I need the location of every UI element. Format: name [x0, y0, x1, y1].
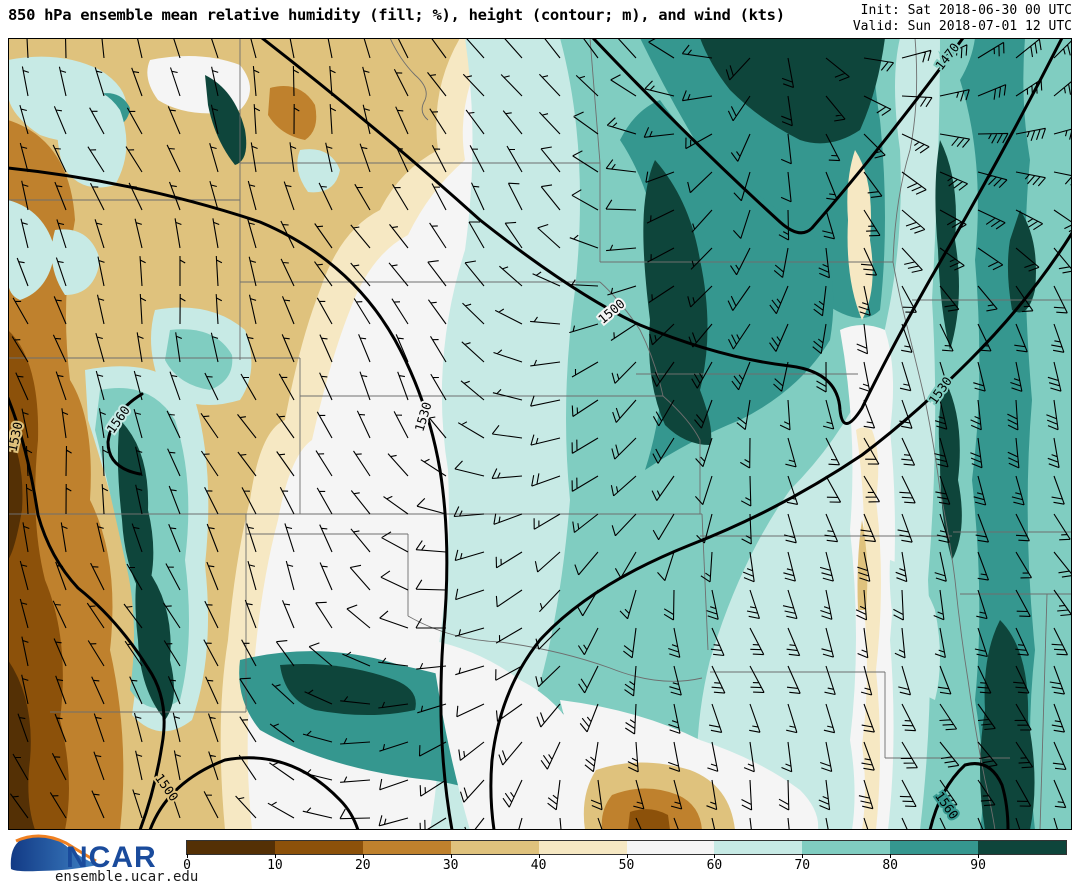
map-border	[8, 38, 1072, 830]
contour-1500	[260, 36, 1064, 425]
contour-1500-dome	[148, 756, 360, 832]
colorbar-tick-mark	[890, 854, 892, 858]
logo-swoosh-orange	[15, 834, 97, 863]
colorbar	[186, 840, 1067, 855]
colorbar-tick-mark	[714, 854, 716, 858]
colorbar-segment	[714, 841, 803, 854]
contour-1530-west-edge	[6, 396, 166, 832]
colorbar-segment	[626, 841, 715, 854]
ncar-logo: NCAR	[8, 833, 178, 874]
colorbar-tick-label: 90	[970, 858, 986, 873]
colorbar-tick-label: 50	[618, 858, 635, 873]
colorbar-tick-mark	[274, 854, 276, 858]
colorbar-segment	[890, 841, 979, 854]
logo-swoosh-blue	[10, 835, 98, 872]
run-times: Init: Sat 2018-06-30 00 UTC Valid: Sun 2…	[853, 3, 1072, 35]
colorbar-tick-label: 30	[442, 858, 459, 873]
colorbar-tick-label: 10	[267, 858, 283, 873]
colorbar-segment	[274, 841, 363, 854]
contour-1560-southeast	[928, 762, 1010, 832]
ncar-logo-svg: NCAR	[10, 834, 157, 874]
colorbar-segment	[538, 841, 627, 854]
contour-1530-right	[489, 231, 1074, 832]
colorbar-tick-label: 0	[183, 858, 191, 873]
colorbar-segment	[187, 841, 275, 854]
colorbar-segment	[450, 841, 539, 854]
colorbar-tick-label: 40	[530, 858, 547, 873]
colorbar-tick-label: 60	[706, 858, 723, 873]
colorbar-segment	[978, 841, 1067, 854]
humidity-fill-layer	[8, 38, 1072, 830]
wind-barb-layer	[9, 27, 1080, 849]
state-borders	[8, 37, 1072, 831]
contour-1530-left	[6, 166, 454, 832]
colorbar-tick-label: 80	[882, 858, 899, 873]
height-contours	[6, 36, 1074, 832]
website-url: ensemble.ucar.edu	[55, 869, 199, 885]
colorbar-tick-mark	[450, 854, 452, 858]
valid-time: Valid: Sun 2018-07-01 12 UTC	[852, 19, 1072, 34]
colorbar-segment	[362, 841, 451, 854]
colorbar-tick-mark	[538, 854, 540, 858]
contour-1470	[591, 36, 965, 235]
wind-barbs	[9, 27, 1080, 849]
colorbar-tick-label: 20	[354, 858, 371, 873]
colorbar-tick-mark	[626, 854, 628, 858]
colorbar-tick-mark	[187, 854, 188, 858]
init-time: Init: Sat 2018-06-30 00 UTC	[860, 3, 1072, 18]
forecast-map: 1470 1500 1530 1530 1530 1560 1500 1560	[3, 27, 1080, 849]
colorbar-segment	[802, 841, 891, 854]
colorbar-tick-mark	[978, 854, 980, 858]
contour-1560-west-pocket	[106, 392, 144, 476]
colorbar-tick-mark	[362, 854, 364, 858]
colorbar-tick-mark	[802, 854, 804, 858]
colorbar-tick-label: 70	[794, 858, 811, 873]
logo-ncar-text: NCAR	[66, 841, 157, 873]
page-title: 850 hPa ensemble mean relative humidity …	[8, 6, 785, 24]
colorbar-ticks: 0 10 20 30 40 50 60 70 80 90	[183, 854, 1066, 876]
